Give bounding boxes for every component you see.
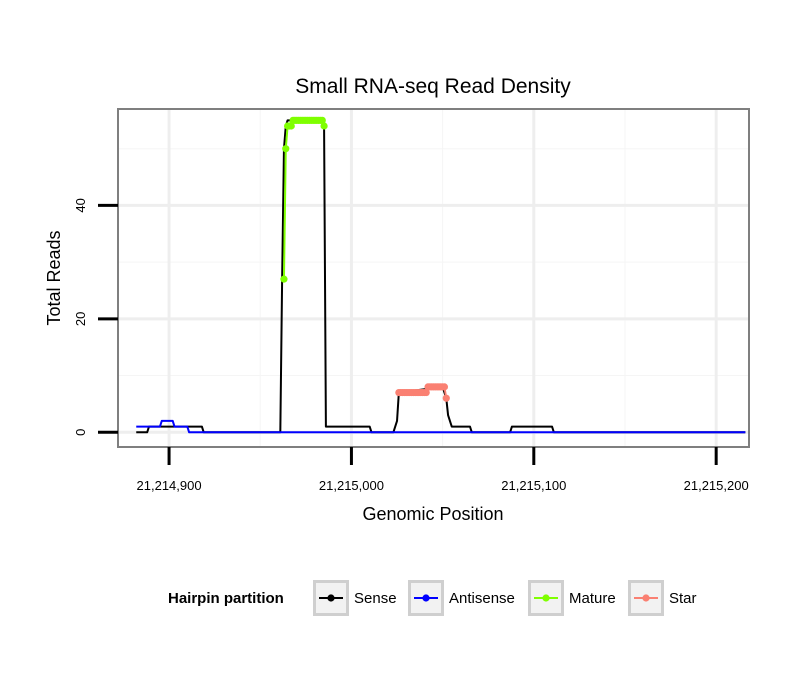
plot-panel bbox=[117, 108, 750, 448]
data-point-mature bbox=[287, 122, 295, 130]
legend-key-point bbox=[642, 594, 650, 602]
y-axis: 0 20 40 bbox=[73, 198, 118, 436]
data-point-mature bbox=[318, 116, 326, 124]
data-point-mature bbox=[280, 275, 288, 283]
data-point-star bbox=[422, 388, 430, 397]
data-point-star bbox=[442, 394, 450, 402]
chart-title: Small RNA-seq Read Density bbox=[295, 75, 571, 98]
series-line-antisense bbox=[136, 419, 746, 434]
y-tick-label: 40 bbox=[73, 198, 88, 212]
data-point-mature bbox=[282, 145, 290, 153]
legend-title: Hairpin partition bbox=[168, 590, 284, 607]
x-tick-label: 21,215,100 bbox=[501, 478, 566, 493]
y-tick-label: 20 bbox=[73, 312, 88, 326]
legend: Hairpin partition Sense Antisense Mature St… bbox=[168, 580, 697, 616]
x-tick-label: 21,215,200 bbox=[684, 478, 749, 493]
x-tick-label: 21,215,000 bbox=[319, 478, 384, 493]
y-tick-label: 0 bbox=[73, 429, 88, 436]
legend-key-point bbox=[542, 594, 550, 602]
y-axis-label: Total Reads bbox=[44, 230, 64, 325]
x-tick-label: 21,214,900 bbox=[137, 478, 202, 493]
legend-key-point bbox=[422, 594, 430, 602]
legend-label-star: Star bbox=[669, 590, 697, 607]
legend-label-sense: Sense bbox=[354, 590, 397, 607]
legend-label-antisense: Antisense bbox=[449, 590, 515, 607]
data-point-mature bbox=[320, 122, 328, 130]
x-axis-label: Genomic Position bbox=[362, 504, 503, 524]
data-point-star bbox=[440, 383, 449, 391]
x-axis: 21,214,900 21,215,000 21,215,100 21,215,200 bbox=[137, 447, 749, 493]
legend-key-point bbox=[327, 594, 335, 602]
series-points bbox=[280, 116, 450, 402]
legend-label-mature: Mature bbox=[569, 590, 616, 607]
